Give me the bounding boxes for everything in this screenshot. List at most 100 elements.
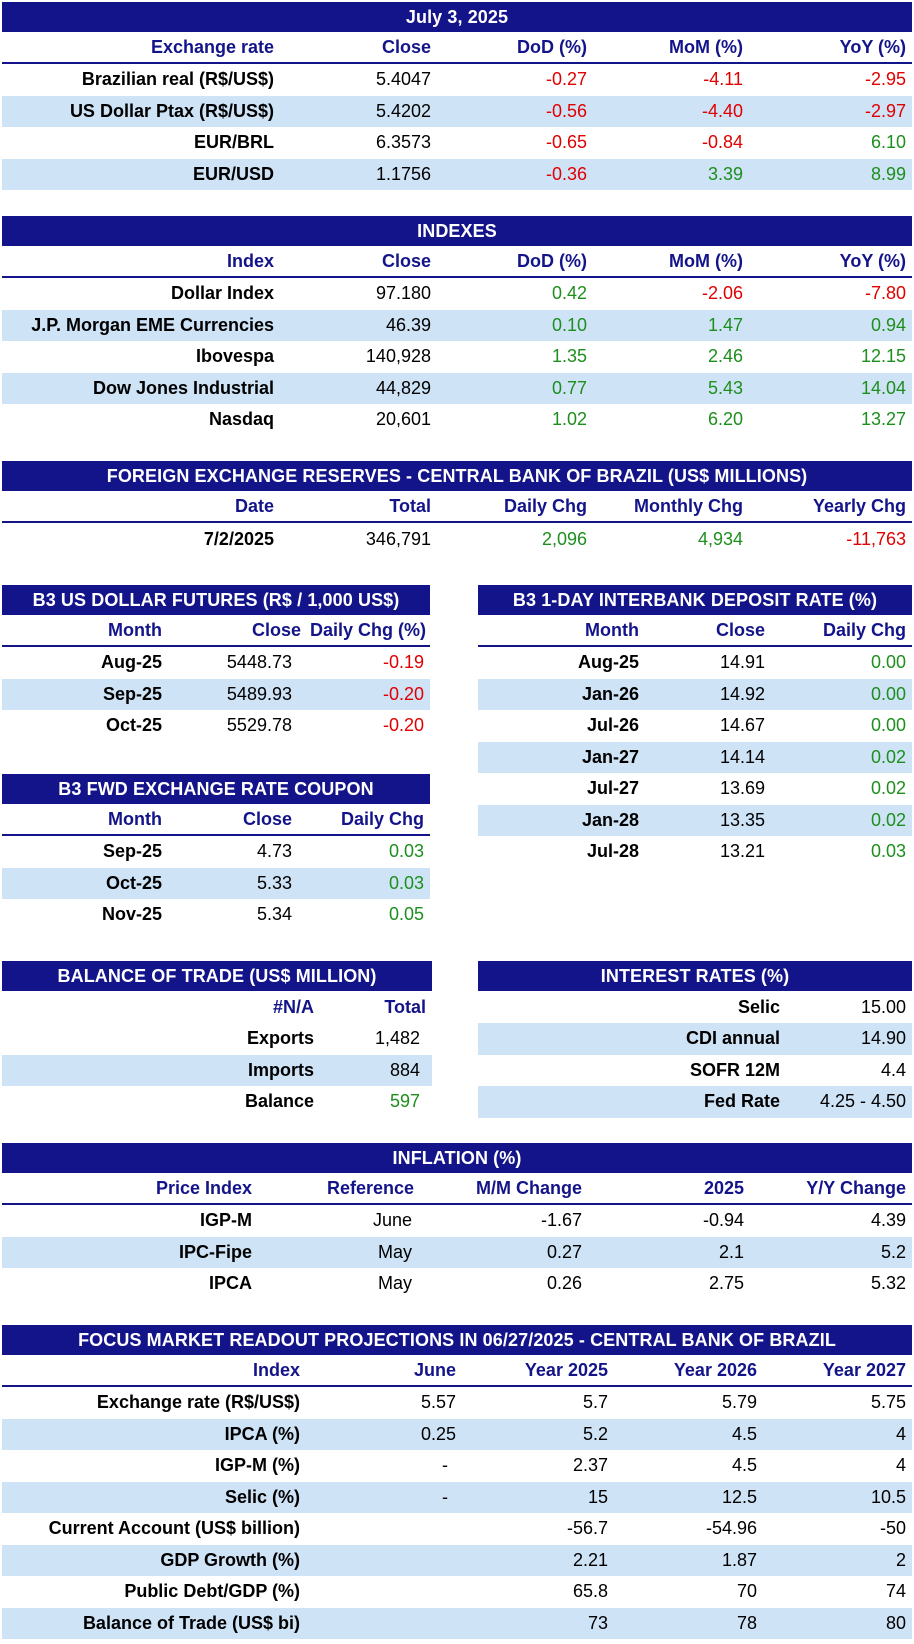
close-value: 4.73: [256, 841, 292, 862]
table-row: SOFR 12M 4.4: [478, 1055, 912, 1087]
chg-value: 0.02: [870, 746, 906, 767]
table-title: July 3, 2025: [2, 2, 912, 32]
row-label: GDP Growth (%): [160, 1549, 300, 1570]
table-title: INFLATION (%): [2, 1143, 912, 1173]
table-row: EUR/BRL 6.3573 -0.65 -0.84 6.10: [2, 127, 912, 159]
col-header: Total: [384, 996, 426, 1017]
table-row: Sep-25 4.73 0.03: [2, 836, 430, 868]
col-header: MoM (%): [669, 250, 743, 271]
table-row: Oct-25 5529.78 -0.20: [2, 710, 430, 742]
row-label: CDI annual: [685, 1028, 780, 1049]
daily-chg-value: 2,096: [541, 529, 587, 549]
yoy-value: -2.97: [864, 100, 906, 121]
total-value: 346,791: [365, 529, 431, 549]
yoy-value: 0.94: [870, 314, 906, 335]
table-row: Aug-25 5448.73 -0.19: [2, 647, 430, 679]
inflation-table: INFLATION (%) Price Index Reference M/M …: [2, 1143, 912, 1300]
row-label: 7/2/2025: [203, 529, 274, 549]
col-header: Year 2025: [524, 1359, 608, 1380]
y2025-value: 2.75: [708, 1273, 744, 1294]
close-value: 5489.93: [226, 683, 292, 704]
chg-value: -0.19: [382, 652, 424, 673]
chg-value: -0.20: [382, 683, 424, 704]
reference-value: May: [377, 1273, 412, 1294]
y2027-value: 80: [885, 1612, 906, 1633]
table-row: Jul-28 13.21 0.03: [478, 836, 912, 868]
mom-value: 3.39: [707, 163, 743, 184]
table-row: Balance 597: [2, 1086, 432, 1118]
yoy-value: 13.27: [860, 409, 906, 430]
yy-value: 5.2: [880, 1241, 906, 1262]
table-row: Nasdaq 20,601 1.02 6.20 13.27: [2, 404, 912, 436]
mom-value: 2.46: [707, 346, 743, 367]
y2025-value: 2.1: [718, 1241, 744, 1262]
row-label: IPC-Fipe: [178, 1241, 252, 1262]
mom-value: 6.20: [707, 409, 743, 430]
close-value: 13.69: [719, 778, 765, 799]
mm-value: -1.67: [540, 1210, 582, 1231]
y2025-value: 73: [587, 1612, 608, 1633]
table-row: Brazilian real (R$/US$) 5.4047 -0.27 -4.…: [2, 64, 912, 96]
table-header: Exchange rate Close DoD (%) MoM (%) YoY …: [2, 32, 912, 64]
june-value: 0.25: [420, 1423, 456, 1444]
dollar-futures-table: B3 US DOLLAR FUTURES (R$ / 1,000 US$) Mo…: [2, 585, 430, 742]
exchange-rate-table: July 3, 2025 Exchange rate Close DoD (%)…: [2, 2, 912, 190]
table-title: B3 US DOLLAR FUTURES (R$ / 1,000 US$): [2, 585, 430, 615]
focus-projections-table: FOCUS MARKET READOUT PROJECTIONS IN 06/2…: [2, 1325, 912, 1639]
table-title: INTEREST RATES (%): [478, 961, 912, 991]
june-value: -: [442, 1455, 448, 1476]
col-header: YoY (%): [839, 250, 906, 271]
table-row: Selic 15.00: [478, 991, 912, 1023]
table-title: FOREIGN EXCHANGE RESERVES - CENTRAL BANK…: [2, 461, 912, 491]
table-row: Exchange rate (R$/US$) 5.57 5.7 5.79 5.7…: [2, 1387, 912, 1419]
y2025-value: 5.7: [582, 1392, 608, 1413]
chg-value: 0.00: [870, 715, 906, 736]
dod-value: 0.10: [551, 314, 587, 335]
y2026-value: 70: [736, 1581, 757, 1602]
table-row: Dollar Index 97.180 0.42 -2.06 -7.80: [2, 278, 912, 310]
balance-of-trade-table: BALANCE OF TRADE (US$ MILLION) #N/A Tota…: [2, 961, 432, 1118]
close-value: 44,829: [375, 377, 431, 398]
chg-value: 0.00: [870, 652, 906, 673]
table-row: GDP Growth (%) 2.21 1.87 2: [2, 1544, 912, 1576]
close-value: 46.39: [385, 314, 431, 335]
total-value: 884: [389, 1059, 420, 1080]
total-value: 1,482: [374, 1028, 420, 1049]
june-value: 5.57: [420, 1392, 456, 1413]
table-header: Index Close DoD (%) MoM (%) YoY (%): [2, 246, 912, 278]
col-header: Price Index: [155, 1177, 252, 1198]
col-header: Index: [226, 250, 274, 271]
mom-value: 1.47: [707, 314, 743, 335]
row-label: Ibovespa: [195, 346, 274, 367]
table-title: FOCUS MARKET READOUT PROJECTIONS IN 06/2…: [2, 1325, 912, 1355]
col-header: Index: [252, 1359, 300, 1380]
row-label: Imports: [247, 1059, 314, 1080]
close-value: 14.92: [719, 683, 765, 704]
mom-value: -4.40: [701, 100, 743, 121]
col-header: Reference: [326, 1177, 414, 1198]
col-header: Daily Chg (%): [309, 619, 426, 640]
col-header: Daily Chg: [503, 495, 587, 516]
reference-value: May: [377, 1241, 412, 1262]
row-label: EUR/USD: [192, 163, 274, 184]
y2027-value: 74: [885, 1581, 906, 1602]
chg-value: 0.02: [870, 778, 906, 799]
row-label: Dollar Index: [170, 283, 274, 304]
y2025-value: 5.2: [582, 1423, 608, 1444]
chg-value: 0.00: [870, 683, 906, 704]
chg-value: 0.03: [388, 872, 424, 893]
mom-value: 5.43: [707, 377, 743, 398]
yearly-chg-value: -11,763: [846, 529, 906, 549]
col-header: Close: [381, 36, 431, 57]
col-header: Close: [381, 250, 431, 271]
col-header: YoY (%): [839, 36, 906, 57]
close-value: 5529.78: [226, 715, 292, 736]
table-row: IPCA (%) 0.25 5.2 4.5 4: [2, 1418, 912, 1450]
col-header: Close: [715, 619, 765, 640]
yoy-value: 8.99: [870, 163, 906, 184]
row-label: Jan-27: [581, 746, 639, 767]
col-header: Year 2027: [822, 1359, 906, 1380]
reserves-table: FOREIGN EXCHANGE RESERVES - CENTRAL BANK…: [2, 461, 912, 556]
fwd-coupon-table: B3 FWD EXCHANGE RATE COUPON Month Close …: [2, 774, 430, 931]
y2027-value: 5.75: [870, 1392, 906, 1413]
